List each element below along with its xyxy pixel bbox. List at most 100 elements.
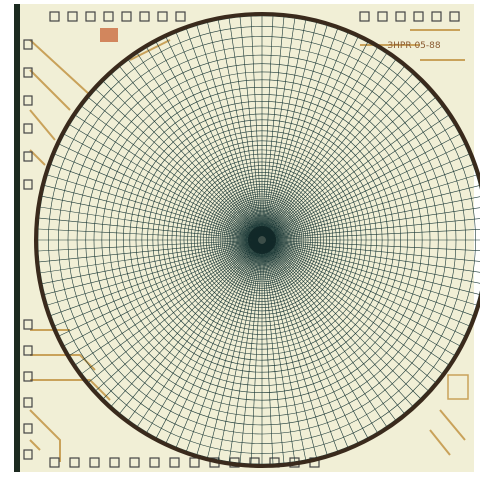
radial-line — [69, 241, 259, 356]
pads — [23, 11, 460, 468]
radial-line — [176, 243, 261, 448]
radial-line — [265, 241, 470, 326]
ring — [228, 206, 296, 274]
ring — [247, 225, 277, 255]
radial-line — [264, 66, 405, 238]
radial-line — [262, 243, 285, 463]
ring — [241, 219, 283, 261]
radial-line — [250, 243, 263, 464]
radial-line — [103, 242, 260, 399]
pad — [23, 39, 33, 50]
radial-line — [265, 241, 474, 316]
ring — [234, 212, 290, 268]
radial-line — [186, 243, 261, 452]
pad — [23, 449, 33, 460]
pad — [431, 11, 442, 22]
radial-line — [265, 239, 480, 252]
radial-line — [264, 243, 396, 421]
pad — [109, 457, 120, 468]
ring — [215, 193, 309, 287]
radial-line — [265, 241, 455, 356]
radial-line — [59, 241, 259, 337]
radial-line — [128, 59, 260, 237]
pad — [169, 457, 180, 468]
radial-line — [265, 240, 480, 262]
trace — [29, 329, 111, 462]
ring — [157, 135, 367, 345]
ring — [227, 205, 297, 275]
pad — [49, 11, 60, 22]
ring — [147, 125, 377, 355]
radial-line — [218, 20, 262, 237]
pad — [157, 11, 168, 22]
radial-line — [137, 243, 261, 427]
radial-line — [64, 134, 259, 239]
radial-line — [263, 243, 348, 448]
radial-line — [47, 174, 259, 240]
ring — [217, 195, 307, 285]
radial-line — [228, 18, 262, 237]
radial-line — [264, 242, 429, 391]
pad — [449, 11, 460, 22]
radial-line — [207, 243, 262, 458]
radial-line — [265, 240, 480, 295]
radial-line — [264, 73, 413, 238]
radial-line — [265, 240, 480, 273]
ring — [219, 197, 305, 283]
ring — [243, 221, 281, 259]
radial-line — [111, 73, 260, 238]
pad — [23, 371, 33, 382]
radial-line — [262, 243, 306, 460]
radial-line — [137, 53, 261, 237]
radial-line — [262, 243, 328, 455]
radial-line — [263, 243, 359, 443]
chip-label: ЗНРR 05-88 — [387, 41, 441, 51]
ring — [141, 119, 383, 361]
rim — [34, 12, 480, 468]
logo — [100, 28, 118, 42]
radial-line — [265, 241, 465, 337]
radial-line — [42, 196, 259, 240]
radial-line — [196, 25, 262, 237]
radial-line — [196, 243, 262, 455]
radial-line — [103, 81, 260, 238]
radial-line — [264, 242, 405, 414]
ring — [167, 145, 357, 335]
radial-line — [265, 106, 443, 238]
radial-line — [264, 242, 413, 407]
radial-line — [265, 174, 477, 240]
ring — [187, 165, 337, 315]
ring — [205, 183, 319, 297]
ring — [197, 175, 327, 305]
ring — [233, 211, 291, 269]
ring — [85, 63, 439, 417]
ring — [48, 26, 476, 454]
radial-line — [59, 143, 259, 239]
radial-line — [264, 89, 429, 238]
radial-line — [250, 16, 263, 237]
ring — [122, 100, 402, 380]
radial-line — [264, 59, 396, 237]
ring — [194, 172, 330, 308]
radial-line — [81, 242, 259, 374]
radial-line — [263, 47, 378, 237]
pad — [23, 95, 33, 106]
radial-line — [265, 241, 460, 346]
radial-line — [265, 164, 474, 239]
pad — [139, 11, 150, 22]
radial-line — [262, 17, 285, 237]
radial-line — [262, 25, 328, 237]
ring — [242, 220, 282, 260]
radial-line — [261, 16, 274, 237]
ring — [109, 87, 415, 393]
radial-line — [186, 28, 261, 237]
test-pad — [447, 374, 469, 400]
radial-line — [264, 81, 421, 238]
radial-line — [263, 243, 378, 433]
pad — [395, 11, 406, 22]
ring — [244, 222, 280, 258]
radial-line — [263, 32, 348, 237]
radial-line — [50, 164, 259, 239]
